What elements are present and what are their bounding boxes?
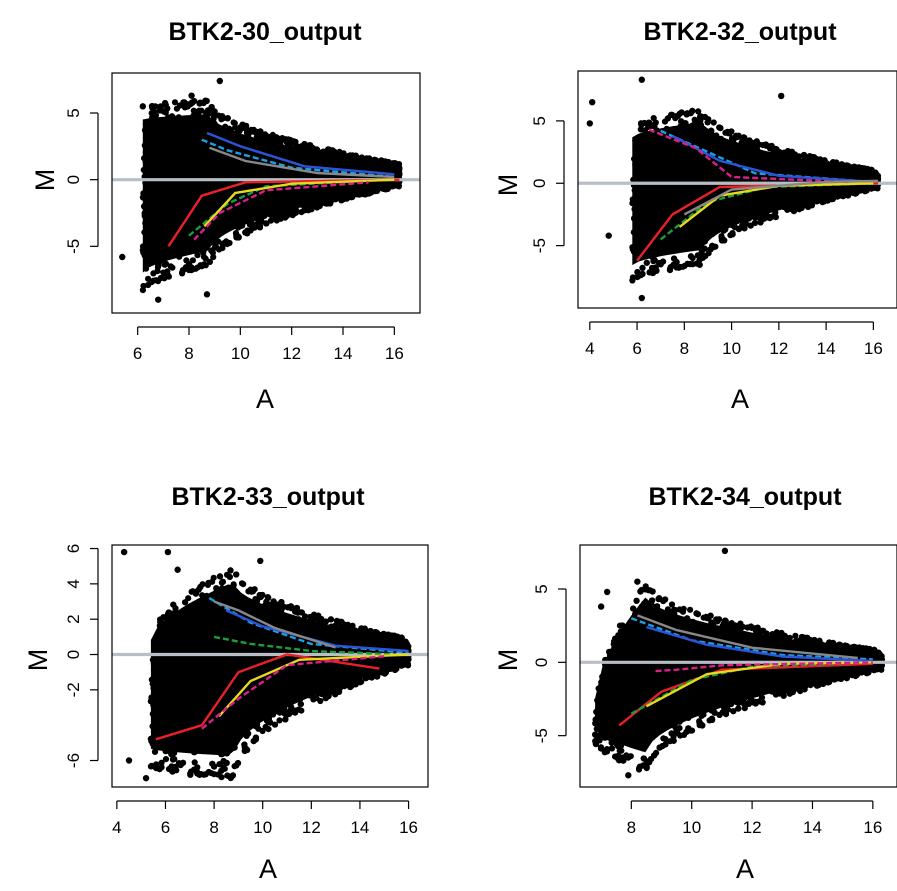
data-point: [162, 109, 169, 116]
data-point: [253, 221, 261, 228]
data-point: [149, 104, 156, 111]
data-point: [164, 268, 171, 275]
ma-plot-panel: BTK2-33_output M A: [23, 483, 365, 884]
y-axis-label: M: [30, 169, 60, 192]
data-point: [289, 212, 296, 219]
ma-plot-panel: BTK2-34_output M A: [493, 483, 842, 884]
y-axis-label: M: [493, 174, 523, 197]
data-point: [298, 143, 305, 150]
data-point: [219, 245, 226, 252]
data-point: [167, 263, 174, 270]
data-point: [208, 104, 215, 111]
data-point: [171, 99, 179, 106]
ma-plot-panel: BTK2-32_output M A: [493, 18, 837, 414]
data-point: [231, 120, 238, 127]
data-point: [279, 136, 286, 143]
data-point: [209, 249, 216, 256]
data-point: [194, 264, 201, 271]
data-point: [273, 217, 280, 224]
data-point: [162, 99, 169, 107]
data-point: [234, 233, 241, 240]
data-point: [271, 135, 279, 142]
data-point: [161, 274, 168, 281]
ma-plot-panel: BTK2-30_output M A: [30, 18, 362, 414]
data-point: [154, 264, 161, 271]
data-point: [202, 262, 209, 269]
y-axis-label: M: [493, 649, 523, 672]
x-axis-label: A: [731, 384, 749, 414]
point-cloud: [119, 77, 403, 303]
x-axis-label: A: [259, 854, 277, 884]
plot-title: BTK2-32_output: [643, 18, 837, 46]
plot-area: 6 8 10 12 14 16-505: [64, 72, 421, 363]
data-point: [224, 115, 231, 122]
data-point: [339, 196, 346, 203]
data-point: [150, 270, 157, 277]
data-point: [250, 126, 257, 133]
y-axis-label: M: [23, 649, 53, 672]
data-point: [336, 149, 343, 156]
plot-title: BTK2-30_output: [168, 18, 362, 46]
data-point: [263, 220, 270, 227]
x-axis-label: A: [736, 854, 754, 884]
data-point: [197, 99, 204, 106]
data-point: [139, 287, 146, 294]
data-point: [206, 258, 213, 265]
plot-title: BTK2-33_output: [171, 483, 365, 511]
data-point: [298, 209, 305, 216]
x-axis-label: A: [256, 384, 274, 414]
data-point: [200, 253, 207, 260]
data-point: [179, 270, 186, 277]
data-point: [189, 257, 196, 264]
data-point: [211, 112, 218, 119]
data-point: [316, 201, 323, 208]
data-point: [190, 107, 197, 114]
data-point: [236, 124, 244, 131]
data-point: [152, 112, 160, 119]
data-point: [173, 105, 180, 112]
data-point: [226, 239, 233, 247]
data-point: [185, 261, 193, 268]
data-point: [202, 97, 209, 104]
data-point: [219, 113, 226, 120]
data-point: [308, 206, 315, 213]
data-point: [194, 252, 201, 259]
plot-title: BTK2-34_output: [648, 483, 842, 511]
data-point: [352, 152, 359, 159]
data-point: [242, 229, 249, 236]
